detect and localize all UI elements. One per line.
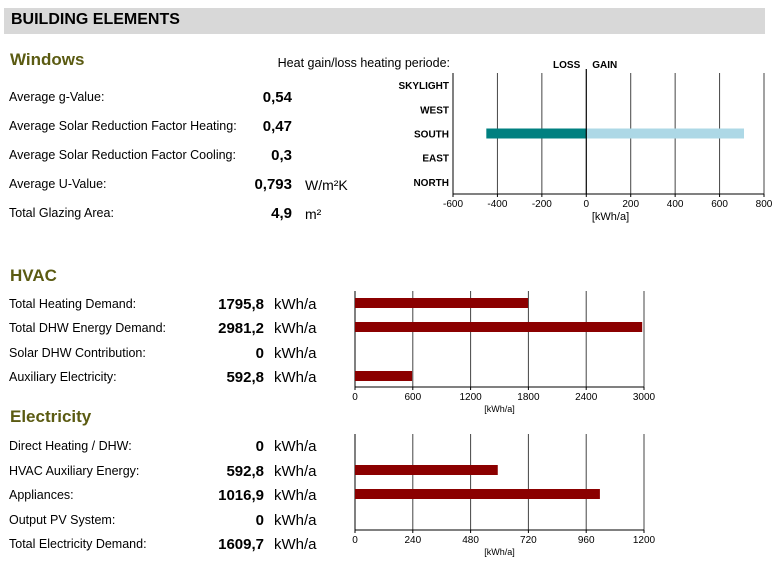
chart2-xlabel: [kWh/a]: [484, 404, 515, 414]
electricity-value: 0: [255, 438, 264, 455]
hvac-label: Auxiliary Electricity:: [9, 370, 117, 384]
chart3-bar: [355, 489, 600, 499]
hvac-value: 2981,2: [218, 320, 264, 337]
chart1-tick-label: -400: [487, 199, 507, 210]
chart1-bar-loss: [486, 128, 587, 139]
windows-label: Average Solar Reduction Factor Cooling:: [9, 148, 236, 162]
windows-unit: W/m²K: [305, 177, 348, 193]
chart1-category-label: EAST: [422, 154, 449, 165]
chart1-title: Heat gain/loss heating periode:: [278, 56, 450, 70]
windows-value: 0,793: [254, 176, 292, 193]
chart2-tick-label: 600: [404, 392, 421, 403]
chart1-tick-label: 200: [622, 199, 639, 210]
electricity-unit: kWh/a: [274, 487, 317, 504]
hvac-title: HVAC: [10, 266, 57, 285]
electricity-unit: kWh/a: [274, 463, 317, 480]
hvac-label: Total Heating Demand:: [9, 297, 137, 311]
electricity-label: Output PV System:: [9, 513, 116, 527]
chart3-tick-label: 240: [404, 535, 421, 546]
electricity-unit: kWh/a: [274, 512, 317, 529]
electricity-label: Direct Heating / DHW:: [9, 439, 132, 453]
chart2-tick-label: 2400: [575, 392, 598, 403]
chart2-tick-label: 1800: [517, 392, 540, 403]
electricity-label: HVAC Auxiliary Energy:: [9, 464, 140, 478]
windows-value: 0,54: [262, 89, 292, 106]
windows-label: Average Solar Reduction Factor Heating:: [9, 119, 237, 133]
electricity-value: 1609,7: [218, 536, 264, 553]
chart3-tick-label: 960: [578, 535, 595, 546]
windows-unit: m²: [305, 206, 322, 222]
electricity-value: 592,8: [226, 463, 264, 480]
chart2-bar: [355, 298, 528, 308]
chart2-bar: [355, 322, 643, 332]
chart3-tick-label: 480: [462, 535, 479, 546]
electricity-value: 1016,9: [218, 487, 264, 504]
windows-label: Total Glazing Area:: [9, 206, 114, 220]
section-header: BUILDING ELEMENTS: [4, 8, 765, 34]
chart2-tick-label: 1200: [459, 392, 482, 403]
electricity-title: Electricity: [10, 407, 92, 426]
chart1-gain-label: GAIN: [592, 60, 617, 71]
chart1-category-label: SKYLIGHT: [398, 81, 449, 92]
chart1-tick-label: 400: [667, 199, 684, 210]
windows-label: Average g-Value:: [9, 90, 105, 104]
chart3-tick-label: 720: [520, 535, 537, 546]
hvac-unit: kWh/a: [274, 345, 317, 362]
chart1-tick-label: -200: [532, 199, 552, 210]
chart1-tick-label: 800: [756, 199, 773, 210]
chart1-tick-label: 0: [584, 199, 590, 210]
chart1-loss-label: LOSS: [553, 60, 581, 71]
windows-value: 0,3: [271, 147, 292, 164]
hvac-label: Total DHW Energy Demand:: [9, 321, 167, 335]
electricity-label: Total Electricity Demand:: [9, 537, 147, 551]
chart1-category-label: NORTH: [413, 178, 449, 189]
chart1-tick-label: 600: [711, 199, 728, 210]
chart3-tick-label: 1200: [633, 535, 656, 546]
electricity-unit: kWh/a: [274, 536, 317, 553]
hvac-label: Solar DHW Contribution:: [9, 346, 146, 360]
chart2-tick-label: 0: [352, 392, 358, 403]
chart3-bar: [355, 465, 498, 475]
chart3-tick-label: 0: [352, 535, 358, 546]
chart2-tick-label: 3000: [633, 392, 656, 403]
hvac-unit: kWh/a: [274, 320, 317, 337]
electricity-unit: kWh/a: [274, 438, 317, 455]
chart3-xlabel: [kWh/a]: [484, 547, 515, 557]
chart1-bar-gain: [586, 128, 745, 139]
chart1-tick-label: -600: [443, 199, 463, 210]
hvac-value: 0: [255, 345, 264, 362]
chart1-category-label: SOUTH: [414, 130, 449, 141]
chart1-category-label: WEST: [420, 105, 449, 116]
hvac-unit: kWh/a: [274, 369, 317, 386]
windows-label: Average U-Value:: [9, 177, 107, 191]
electricity-value: 0: [255, 512, 264, 529]
chart2-bar: [355, 371, 413, 381]
section-header-title: BUILDING ELEMENTS: [11, 11, 180, 28]
windows-value: 4,9: [271, 205, 292, 222]
hvac-value: 592,8: [226, 369, 264, 386]
electricity-label: Appliances:: [9, 488, 74, 502]
windows-value: 0,47: [262, 118, 292, 135]
hvac-value: 1795,8: [218, 296, 264, 313]
windows-title: Windows: [10, 50, 85, 69]
chart1-xlabel: [kWh/a]: [592, 211, 629, 223]
hvac-unit: kWh/a: [274, 296, 317, 313]
